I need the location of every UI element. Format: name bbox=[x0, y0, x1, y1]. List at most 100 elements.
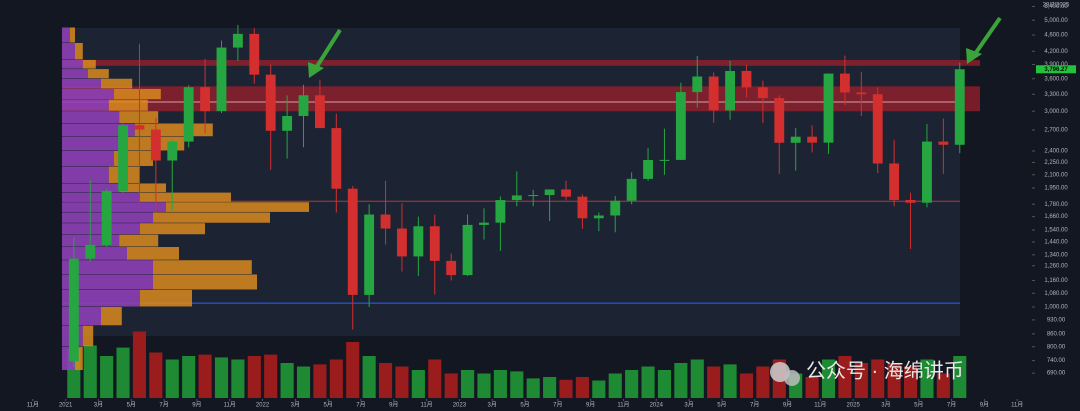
profile-outer bbox=[127, 247, 179, 260]
date-label: 28/7/2025 bbox=[1043, 3, 1070, 9]
y-tick-label: 690.00 bbox=[1047, 371, 1066, 377]
profile-inner bbox=[62, 69, 88, 79]
x-tick-label: 7月 bbox=[356, 402, 365, 409]
candle-body bbox=[216, 47, 227, 112]
candle-body bbox=[626, 178, 637, 201]
volume-bar bbox=[592, 380, 606, 398]
arrow bbox=[308, 16, 1002, 78]
volume-bar bbox=[132, 331, 147, 398]
candle-body bbox=[544, 189, 555, 196]
volume-bar bbox=[936, 373, 950, 398]
y-tick-label: 4,600.00 bbox=[1044, 33, 1068, 39]
arrow-shaft bbox=[314, 28, 342, 70]
volume-bar bbox=[920, 359, 934, 398]
candle-body bbox=[741, 70, 752, 88]
candle-body bbox=[380, 214, 391, 229]
volume-bar bbox=[83, 345, 97, 398]
y-tick-label: 1,260.00 bbox=[1044, 263, 1068, 269]
volume-bar bbox=[510, 371, 524, 398]
y-tick-label: 2,250.00 bbox=[1044, 160, 1068, 166]
candle-body bbox=[708, 76, 719, 111]
candle-body bbox=[840, 73, 850, 93]
volume-bar bbox=[871, 359, 885, 398]
candle-body bbox=[413, 226, 424, 257]
x-tick-label: 3月 bbox=[291, 402, 300, 409]
profile-inner bbox=[62, 123, 135, 137]
volume-bar bbox=[214, 357, 229, 398]
candle-body bbox=[938, 141, 949, 145]
candle-body bbox=[68, 258, 79, 362]
profile-inner bbox=[62, 42, 75, 60]
y-tick-label: 2,700.00 bbox=[1044, 128, 1068, 134]
candle-body bbox=[364, 214, 375, 295]
candle-body bbox=[856, 92, 867, 95]
arrow-head bbox=[966, 48, 982, 64]
volume-bar bbox=[641, 366, 655, 398]
candle-body bbox=[462, 224, 473, 276]
y-tick-label: 2,400.00 bbox=[1044, 149, 1068, 155]
y-tick-label: 4,200.00 bbox=[1044, 49, 1068, 55]
candle-body bbox=[561, 189, 571, 197]
volume-bar bbox=[805, 377, 819, 398]
y-tick-label: 1,660.00 bbox=[1044, 214, 1068, 220]
volume-bar bbox=[838, 356, 852, 398]
candle-body bbox=[954, 69, 965, 145]
x-tick-label: 2021 bbox=[59, 403, 73, 409]
x-tick-label: 11月 bbox=[420, 402, 432, 409]
candle-body bbox=[889, 163, 900, 200]
x-tick-label: 9月 bbox=[980, 402, 989, 409]
y-tick-label: 860.00 bbox=[1047, 331, 1066, 337]
y-tick-label: 5,400.00 bbox=[1044, 4, 1068, 10]
profile-outer bbox=[153, 212, 270, 223]
volume-bar bbox=[526, 378, 540, 398]
profile-inner bbox=[62, 78, 101, 89]
profile-outer bbox=[88, 69, 109, 79]
y-tick-label: 1,950.00 bbox=[1044, 186, 1068, 192]
profile-inner bbox=[62, 99, 109, 111]
x-tick-label: 11月 bbox=[27, 402, 39, 409]
y-tick-label: 1,080.00 bbox=[1044, 291, 1068, 297]
x-tick-label: 9月 bbox=[586, 402, 595, 409]
volume-bar bbox=[296, 366, 311, 398]
x-tick-label: 11月 bbox=[224, 402, 236, 409]
watermark: 公众号 · 海绵讲币 bbox=[770, 359, 964, 386]
x-tick-label: 3月 bbox=[684, 402, 693, 409]
profile-outer bbox=[166, 202, 309, 212]
candle-body bbox=[282, 116, 293, 131]
y-tick-label: 800.00 bbox=[1047, 344, 1066, 350]
candle-body bbox=[298, 95, 309, 117]
candle-body bbox=[315, 95, 325, 129]
candle-body bbox=[200, 87, 210, 112]
candle-body bbox=[643, 160, 653, 179]
y-tick-label: 2,100.00 bbox=[1044, 172, 1068, 178]
y-tick-label: 5,000.00 bbox=[1044, 18, 1068, 24]
profile-outer bbox=[119, 234, 159, 247]
candle-body bbox=[249, 33, 260, 75]
volume-bar bbox=[625, 370, 639, 398]
candle-body bbox=[511, 195, 522, 201]
last-price-box bbox=[1036, 65, 1076, 74]
profile-inner bbox=[62, 289, 140, 307]
candle-body bbox=[265, 74, 276, 131]
volume-bar bbox=[165, 359, 179, 398]
y-tick-label: 1,780.00 bbox=[1044, 202, 1068, 208]
x-tick-label: 5月 bbox=[323, 402, 332, 409]
volume-bar bbox=[362, 356, 376, 398]
x-tick-label: 9月 bbox=[192, 402, 201, 409]
candle-body bbox=[823, 73, 834, 143]
x-tick-label: 11月 bbox=[617, 402, 629, 409]
candle-body bbox=[659, 159, 670, 161]
candle-body bbox=[183, 87, 194, 142]
candle-body bbox=[134, 125, 145, 130]
x-tick-label: 5月 bbox=[914, 402, 923, 409]
candle-body bbox=[774, 98, 785, 143]
x-tick-label: 9月 bbox=[783, 402, 792, 409]
candle-body bbox=[905, 199, 916, 203]
last-price-label: 3,796.27 bbox=[1044, 67, 1068, 73]
candle-body bbox=[101, 190, 112, 245]
axis-layer: 5,400.00 5,000.00 4,600.00 4,200.00 3,900.00… bbox=[27, 4, 1076, 409]
x-tick-label: 2025 bbox=[846, 403, 860, 409]
arrow-head bbox=[308, 62, 324, 78]
candle-body bbox=[429, 226, 440, 261]
x-tick-label: 2024 bbox=[650, 403, 664, 409]
